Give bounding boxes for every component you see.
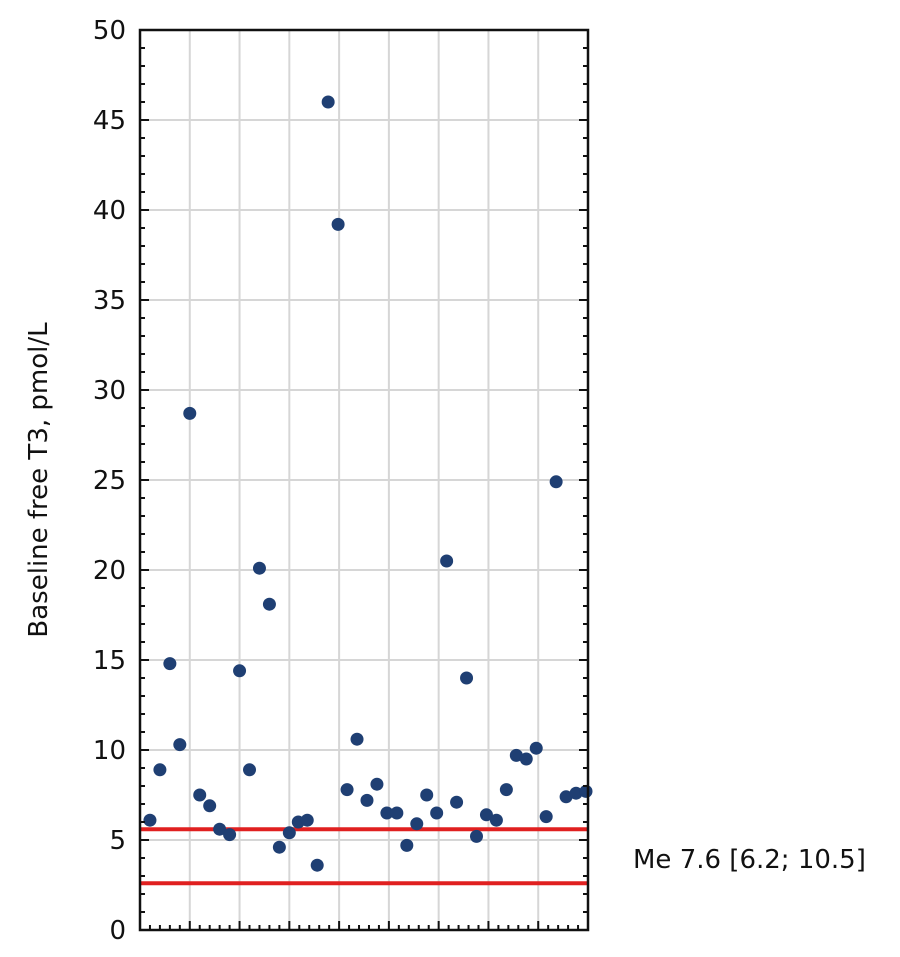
- data-point: [450, 795, 464, 809]
- data-point: [499, 783, 513, 797]
- data-point: [469, 829, 483, 843]
- data-point: [173, 738, 187, 752]
- data-point: [579, 784, 593, 798]
- y-tick-label: 45: [93, 106, 126, 136]
- data-point: [539, 810, 553, 824]
- data-point: [460, 671, 474, 685]
- data-point: [430, 806, 444, 820]
- data-point: [410, 817, 424, 831]
- data-point: [350, 732, 364, 746]
- data-point: [519, 752, 533, 766]
- data-point: [479, 808, 493, 822]
- y-tick-label: 5: [109, 826, 126, 856]
- data-point: [163, 657, 177, 671]
- data-point: [331, 217, 345, 231]
- data-point: [340, 783, 354, 797]
- y-tick-label: 0: [109, 916, 126, 946]
- data-point: [252, 561, 266, 575]
- data-point: [183, 406, 197, 420]
- data-point: [370, 777, 384, 791]
- data-point: [529, 741, 543, 755]
- data-point: [213, 822, 227, 836]
- data-point: [153, 763, 167, 777]
- y-tick-label: 10: [93, 736, 126, 766]
- median-annotation: Me 7.6 [6.2; 10.5]: [633, 845, 866, 875]
- data-point: [440, 554, 454, 568]
- data-point: [380, 806, 394, 820]
- y-tick-label: 35: [93, 286, 126, 316]
- data-point: [390, 806, 404, 820]
- data-point: [223, 828, 237, 842]
- y-tick-labels: 0 5 10 15 20 25 30 35 40 45 50: [93, 16, 126, 946]
- y-tick-label: 15: [93, 646, 126, 676]
- data-point: [321, 95, 335, 109]
- data-point: [282, 826, 296, 840]
- y-tick-label: 25: [93, 466, 126, 496]
- data-point: [509, 748, 523, 762]
- y-tick-label: 50: [93, 16, 126, 46]
- data-point: [400, 838, 414, 852]
- data-point: [549, 475, 563, 489]
- reference-lines: [140, 827, 588, 886]
- data-point: [360, 793, 374, 807]
- data-point: [569, 786, 583, 800]
- data-point: [262, 597, 276, 611]
- y-axis-label: Baseline free T3, pmol/L: [24, 322, 54, 638]
- data-points: [143, 95, 593, 872]
- y-tick-label: 40: [93, 196, 126, 226]
- data-point: [489, 813, 503, 827]
- data-point: [300, 813, 314, 827]
- data-point: [420, 788, 434, 802]
- y-tick-label: 20: [93, 556, 126, 586]
- data-point: [559, 790, 573, 804]
- data-point: [272, 840, 286, 854]
- axis-ticks: [139, 29, 589, 931]
- data-point: [233, 664, 247, 678]
- data-point: [310, 858, 324, 872]
- data-point: [193, 788, 207, 802]
- data-point: [143, 813, 157, 827]
- y-tick-label: 30: [93, 376, 126, 406]
- data-point: [243, 763, 257, 777]
- data-point: [203, 799, 217, 813]
- grid: [140, 30, 588, 930]
